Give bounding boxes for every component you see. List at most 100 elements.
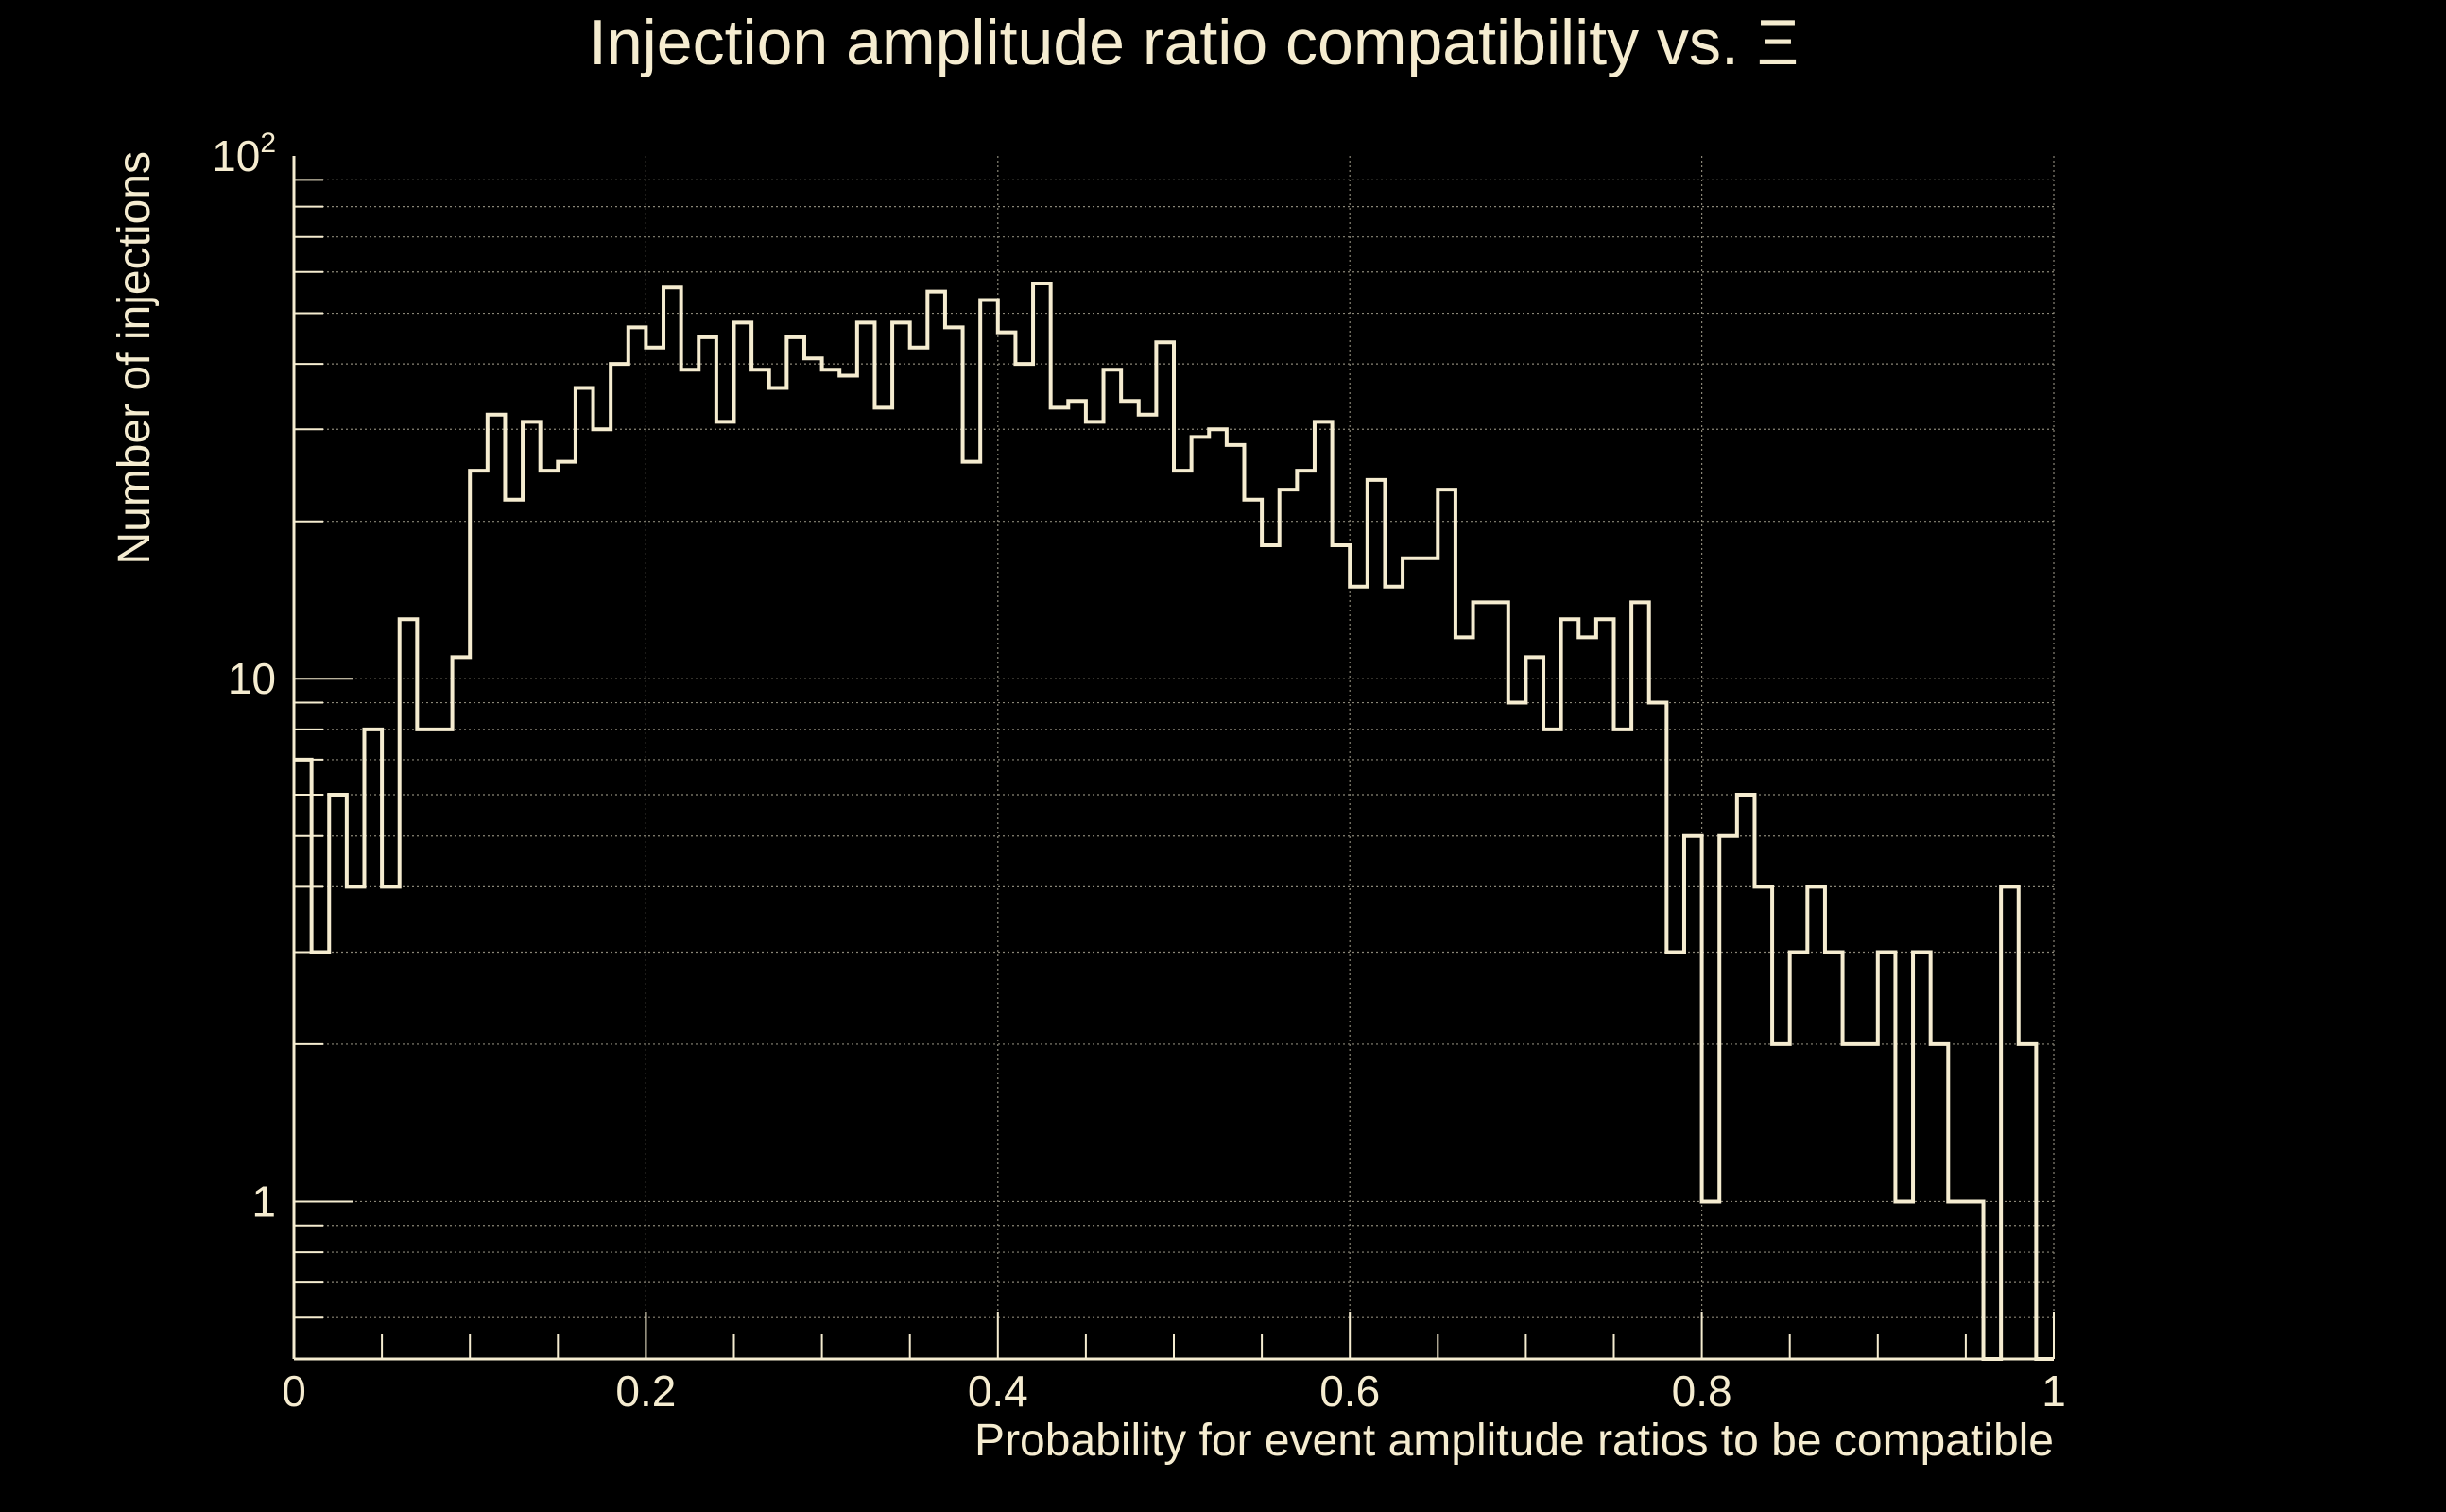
- histogram-bin: [1631, 602, 1649, 1359]
- histogram-bin: [312, 953, 330, 1359]
- y-axis-label: Number of injections: [110, 151, 160, 565]
- histogram-bin: [1719, 836, 1737, 1359]
- histogram-bin: [470, 471, 488, 1359]
- histogram-bin: [1913, 953, 1931, 1359]
- histogram-bin: [786, 337, 804, 1359]
- histogram-bin: [1350, 587, 1368, 1359]
- histogram-bin: [734, 322, 752, 1359]
- histogram-bin: [1421, 558, 1438, 1359]
- histogram-bin: [594, 429, 612, 1359]
- histogram-bin: [1280, 490, 1298, 1359]
- y-tick-label: 1: [251, 1177, 276, 1226]
- x-tick-labels: 0 0.2 0.4 0.6 0.8 1: [282, 1366, 2066, 1416]
- histogram-bin: [1227, 445, 1245, 1359]
- histogram-bin: [698, 337, 716, 1359]
- histogram-bin: [646, 348, 663, 1359]
- histogram-bin: [1860, 1044, 1878, 1359]
- histogram-bin: [998, 333, 1016, 1359]
- histogram-bin: [329, 795, 347, 1359]
- histogram-bin: [1649, 703, 1667, 1359]
- x-tick-label: 0: [282, 1366, 306, 1416]
- histogram-bin: [1878, 953, 1896, 1359]
- histogram-bin: [945, 327, 963, 1359]
- histogram-bin: [1843, 1044, 1861, 1359]
- histogram-bin: [1702, 1201, 1720, 1359]
- histogram-bin: [364, 730, 382, 1359]
- histogram-bin: [769, 387, 787, 1359]
- histogram-bin: [1543, 730, 1561, 1359]
- histogram-bin: [822, 369, 840, 1359]
- chart-title: Injection amplitude ratio compatibility …: [589, 7, 1799, 78]
- histogram-bin: [1385, 587, 1403, 1359]
- histogram-bin: [1473, 602, 1491, 1359]
- histogram-bin: [1754, 886, 1772, 1359]
- histogram-bin: [611, 364, 629, 1359]
- histogram-bin: [1174, 471, 1192, 1359]
- histogram-bin: [1104, 369, 1122, 1359]
- histogram-bin: [417, 730, 435, 1359]
- histogram-bin: [910, 348, 928, 1359]
- histogram-bin: [488, 415, 506, 1359]
- histogram-bin: [1051, 407, 1069, 1359]
- x-axis-label: Probability for event amplitude ratios t…: [974, 1416, 2054, 1466]
- histogram-bin: [963, 462, 981, 1359]
- histogram-bin: [1315, 421, 1333, 1359]
- histogram-bin: [1333, 545, 1351, 1359]
- histogram-bin: [804, 358, 822, 1359]
- histogram-bin: [681, 369, 699, 1359]
- histogram-bin: [1895, 1201, 1913, 1359]
- histogram-bin: [1578, 637, 1596, 1359]
- histogram-bin: [1596, 619, 1614, 1359]
- x-tick-label: 1: [2041, 1366, 2066, 1416]
- histogram-bin: [1966, 1201, 1984, 1359]
- histogram-bin: [523, 421, 541, 1359]
- y-tick-label: 10: [228, 654, 276, 703]
- histogram-bin: [1931, 1044, 1949, 1359]
- histogram-bin: [1561, 619, 1579, 1359]
- histogram-bin: [2001, 886, 2019, 1359]
- axes: [292, 156, 2054, 1361]
- histogram-bin: [347, 886, 365, 1359]
- histogram-bin: [1121, 401, 1139, 1359]
- histogram-bin: [1490, 602, 1508, 1359]
- histogram-bin: [1666, 953, 1684, 1359]
- histogram-bin: [1508, 703, 1526, 1359]
- histogram-bin: [927, 292, 945, 1359]
- histogram-bin: [980, 301, 998, 1359]
- histogram-bin: [1368, 480, 1386, 1359]
- histogram-bin: [1684, 836, 1702, 1359]
- x-tick-label: 0.8: [1672, 1366, 1732, 1416]
- histogram-bin: [435, 730, 453, 1359]
- x-tick-label: 0.4: [968, 1366, 1028, 1416]
- histogram-bin: [874, 407, 892, 1359]
- histogram-bin: [839, 375, 857, 1359]
- histogram-bin: [1948, 1201, 1966, 1359]
- histogram-bin: [1192, 437, 1210, 1359]
- histogram-bin: [541, 471, 559, 1359]
- x-tick-label: 0.6: [1319, 1366, 1380, 1416]
- histogram-bin: [453, 657, 471, 1359]
- histogram-bin: [1772, 1044, 1790, 1359]
- histogram-bin: [294, 760, 312, 1359]
- histogram-bin: [751, 369, 769, 1359]
- y-tick-label: 102: [212, 128, 276, 180]
- histogram-bin: [1403, 558, 1421, 1359]
- histogram-bin: [716, 421, 734, 1359]
- histogram-bin: [1790, 953, 1808, 1359]
- y-tick-labels: 1 10 102: [212, 128, 276, 1226]
- histogram-bin: [1139, 415, 1157, 1359]
- grid-lines: [293, 156, 2055, 1360]
- histogram-bin: [857, 322, 875, 1359]
- histogram-bin: [1209, 429, 1227, 1359]
- histogram-bin: [1737, 795, 1755, 1359]
- histogram-bin: [1614, 730, 1632, 1359]
- histogram-bins: [294, 284, 2036, 1359]
- histogram-bin: [382, 886, 400, 1359]
- histogram-bin: [576, 387, 594, 1359]
- histogram-bin: [1033, 284, 1051, 1359]
- histogram-bin: [1086, 421, 1104, 1359]
- histogram-bin: [663, 287, 681, 1359]
- histogram-bin: [1297, 471, 1315, 1359]
